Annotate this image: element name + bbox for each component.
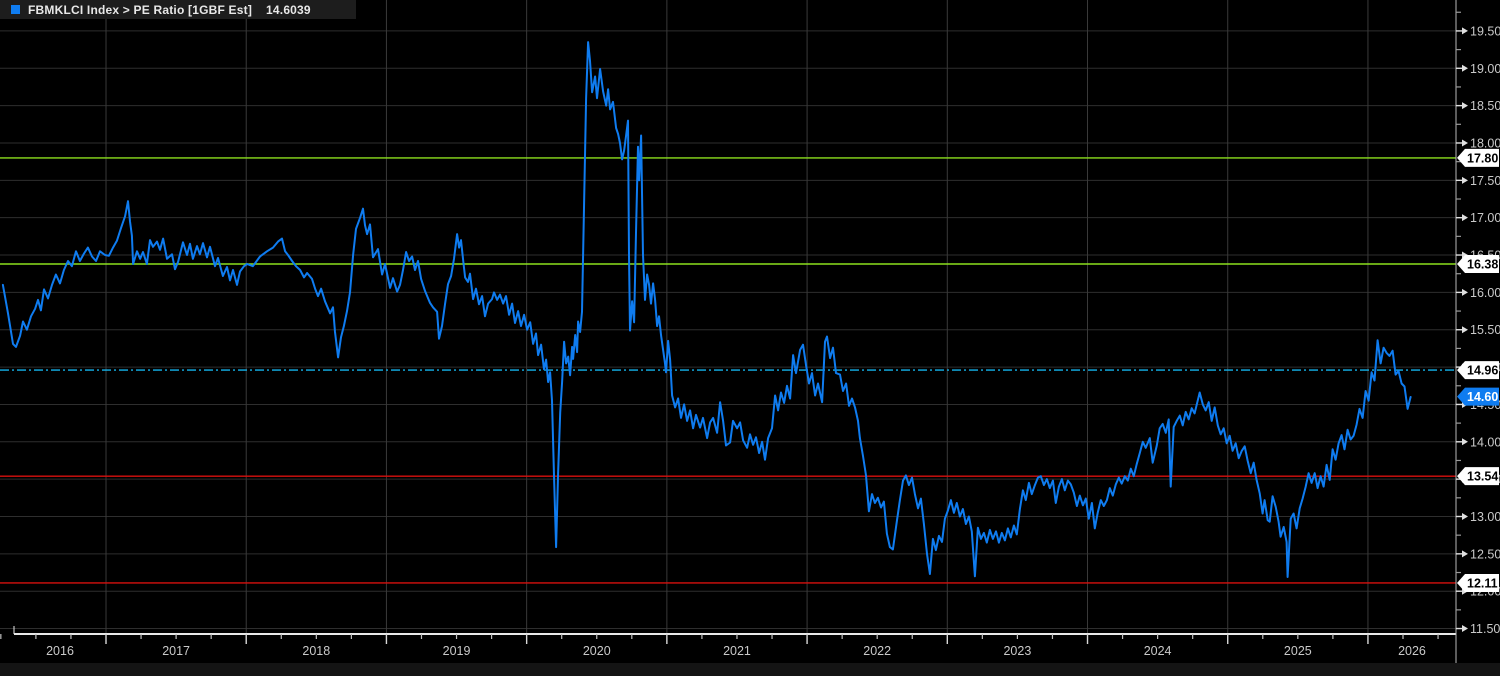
pe-ratio-series-line[interactable] bbox=[1, 41, 1412, 578]
svg-text:17.00: 17.00 bbox=[1470, 211, 1500, 225]
svg-text:2023: 2023 bbox=[1003, 644, 1031, 658]
svg-text:11.50: 11.50 bbox=[1470, 622, 1500, 636]
axis-frame bbox=[13, 0, 1457, 676]
svg-text:13.54: 13.54 bbox=[1467, 470, 1498, 484]
ref-badge-12.11[interactable]: 12.11 bbox=[1457, 573, 1499, 592]
series-label: FBMKLCI Index > PE Ratio [1GBF Est] bbox=[28, 2, 253, 17]
svg-text:14.00: 14.00 bbox=[1470, 435, 1500, 449]
ref-badge-14.96[interactable]: 14.96 bbox=[1457, 361, 1499, 380]
svg-text:2018: 2018 bbox=[302, 644, 330, 658]
svg-text:12.50: 12.50 bbox=[1470, 547, 1500, 561]
ref-badge-17.80[interactable]: 17.80 bbox=[1457, 148, 1499, 167]
series-swatch-icon bbox=[11, 5, 20, 14]
svg-text:12.11: 12.11 bbox=[1467, 576, 1498, 590]
svg-text:2019: 2019 bbox=[443, 644, 471, 658]
chart-legend[interactable]: FBMKLCI Index > PE Ratio [1GBF Est] 14.6… bbox=[0, 0, 356, 19]
svg-text:17.80: 17.80 bbox=[1467, 151, 1498, 165]
svg-text:2021: 2021 bbox=[723, 644, 751, 658]
svg-text:15.50: 15.50 bbox=[1470, 323, 1500, 337]
svg-text:19.00: 19.00 bbox=[1470, 62, 1500, 76]
svg-text:2020: 2020 bbox=[583, 644, 611, 658]
y-axis: 20.0019.5019.0018.5018.0017.5017.0016.50… bbox=[1456, 0, 1500, 636]
bottom-strip bbox=[0, 663, 1500, 676]
gridlines bbox=[0, 0, 1456, 634]
svg-text:19.50: 19.50 bbox=[1470, 24, 1500, 38]
svg-text:2024: 2024 bbox=[1144, 644, 1172, 658]
reference-lines[interactable] bbox=[0, 157, 1456, 584]
svg-text:17.50: 17.50 bbox=[1470, 174, 1500, 188]
svg-text:13.00: 13.00 bbox=[1470, 510, 1500, 524]
svg-text:2022: 2022 bbox=[863, 644, 891, 658]
svg-text:14.60: 14.60 bbox=[1467, 390, 1498, 404]
svg-text:2016: 2016 bbox=[46, 644, 74, 658]
axis-price-badges[interactable]: 17.80 16.38 14.96 13.54 12.11 14.60 bbox=[1457, 148, 1499, 592]
series-last-value: 14.6039 bbox=[266, 2, 311, 17]
svg-text:2017: 2017 bbox=[162, 644, 190, 658]
svg-text:18.50: 18.50 bbox=[1470, 99, 1500, 113]
svg-text:2025: 2025 bbox=[1284, 644, 1312, 658]
svg-text:2026: 2026 bbox=[1398, 644, 1426, 658]
x-axis: 2016 2017 2018 2019 2020 2021 2022 2023 2024 2025… bbox=[0, 634, 1439, 658]
ref-badge-13.54[interactable]: 13.54 bbox=[1457, 467, 1499, 486]
ref-badge-16.38[interactable]: 16.38 bbox=[1457, 254, 1499, 273]
svg-text:16.38: 16.38 bbox=[1467, 257, 1498, 271]
svg-text:18.00: 18.00 bbox=[1470, 136, 1500, 150]
svg-text:20.00: 20.00 bbox=[1470, 0, 1500, 1]
svg-text:16.00: 16.00 bbox=[1470, 286, 1500, 300]
last-price-badge[interactable]: 14.60 bbox=[1457, 387, 1499, 406]
svg-text:14.96: 14.96 bbox=[1467, 364, 1498, 378]
